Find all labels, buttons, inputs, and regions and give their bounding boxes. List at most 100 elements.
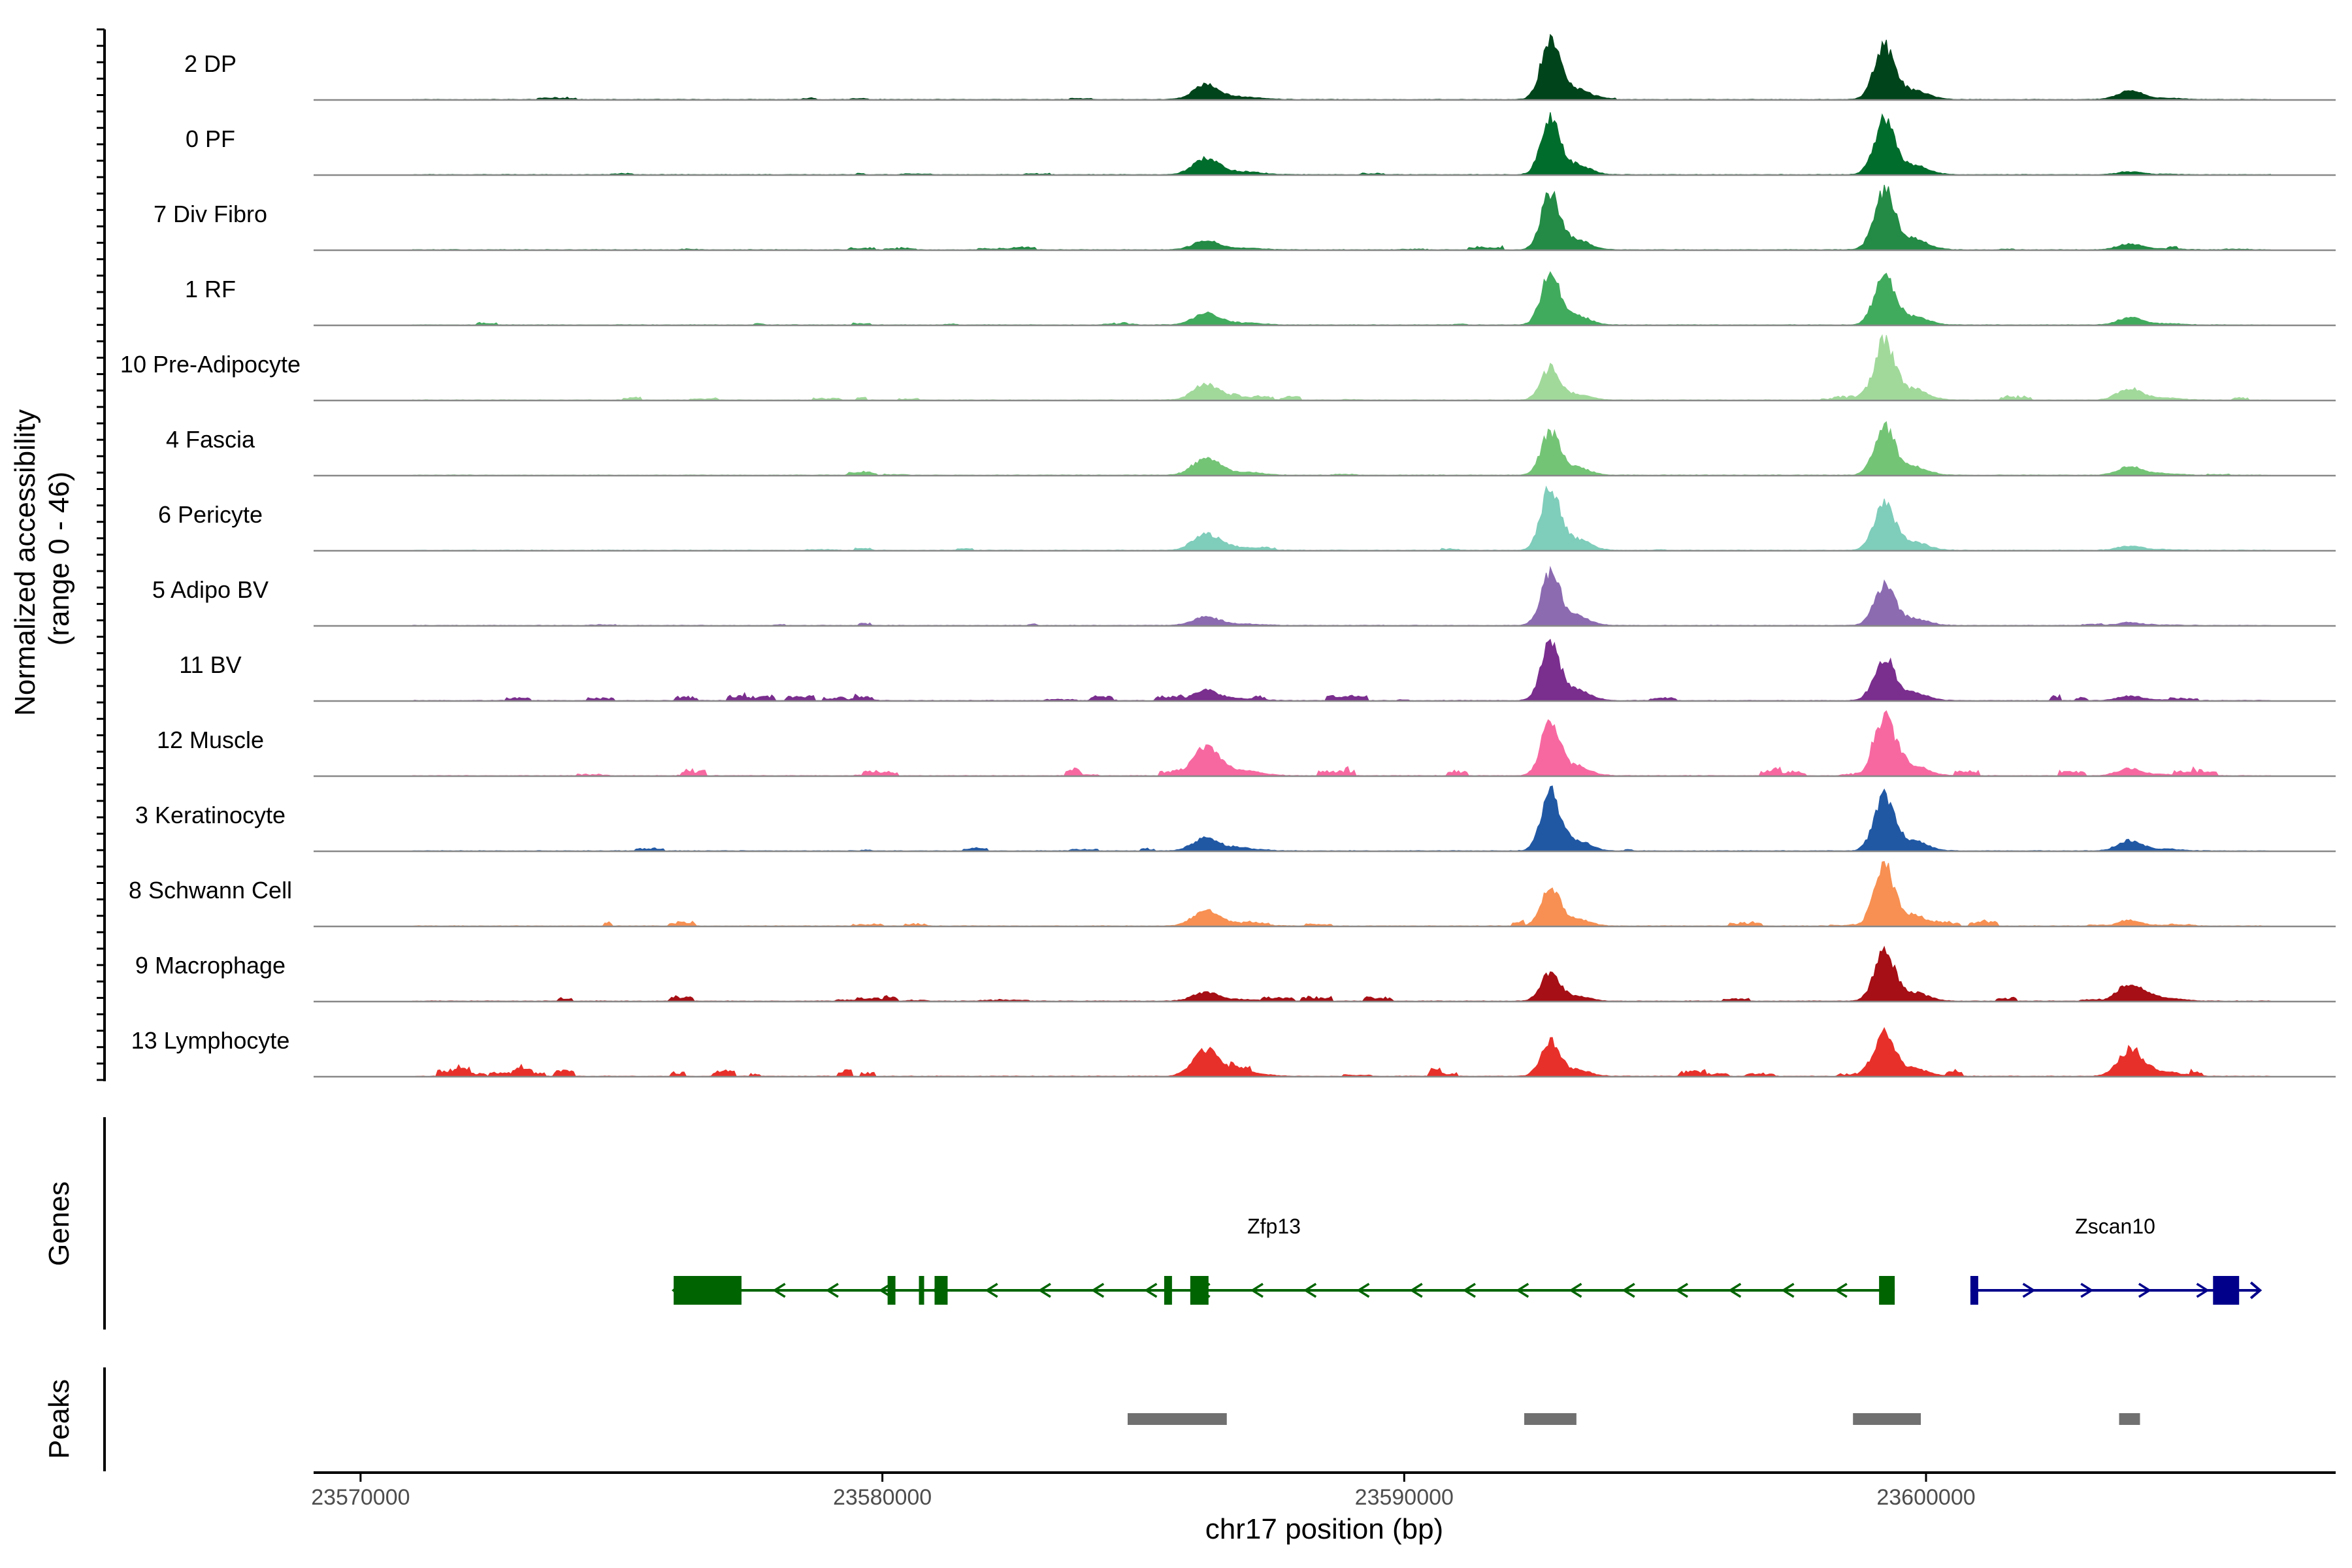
genes-panel: Genes Zfp13 Zscan10: [43, 1117, 2262, 1330]
gene-strand-arrow: [1515, 1282, 1529, 1298]
exon: [2213, 1276, 2240, 1305]
accessibility-tracks: 2 DP 0 PF 7 Div Fibro 1 RF 10 Pre-Adipocyte 4…: [120, 33, 2336, 1078]
exon: [934, 1276, 948, 1305]
gene-strand-arrow: [2022, 1282, 2036, 1298]
track-6-pericyte: 6 Pericyte: [158, 485, 2336, 552]
x-tick-label: 23600000: [1876, 1485, 1975, 1510]
track-12-muscle: 12 Muscle: [157, 710, 2336, 777]
x-tick-label: 23580000: [833, 1485, 932, 1510]
peak-bar: [1524, 1413, 1576, 1425]
track-area: [412, 184, 2271, 251]
track-2-dp: 2 DP: [184, 33, 2336, 101]
track-label: 2 DP: [184, 50, 237, 77]
y-axis-ticks: [97, 28, 105, 1081]
gene-zscan10: Zscan10: [1970, 1215, 2262, 1305]
peaks-panel-label: Peaks: [43, 1379, 75, 1459]
track-label: 5 Adipo BV: [152, 576, 269, 603]
track-7-div-fibro: 7 Div Fibro: [154, 184, 2336, 252]
track-0-pf: 0 PF: [186, 112, 2336, 176]
x-tick-label: 23590000: [1355, 1485, 1454, 1510]
track-10-pre-adipocyte: 10 Pre-Adipocyte: [120, 334, 2336, 402]
x-tick-label: 23570000: [311, 1485, 410, 1510]
track-label: 8 Schwann Cell: [129, 877, 292, 904]
gene-strand-arrow: [1090, 1282, 1105, 1298]
gene-strand-arrow: [1303, 1282, 1317, 1298]
gene-strand-arrow: [772, 1282, 786, 1298]
track-4-fascia: 4 Fascia: [166, 421, 2336, 477]
track-label: 1 RF: [185, 276, 236, 302]
track-label: 4 Fascia: [166, 426, 255, 453]
y-axis-label-line2: (range 0 - 46): [43, 472, 75, 646]
track-area: [412, 785, 2271, 852]
y-axis-label-line1: Normalized accessibility: [9, 409, 41, 715]
track-area: [412, 334, 2271, 401]
peaks-panel: Peaks: [43, 1367, 2140, 1471]
gene-strand-arrow: [1569, 1282, 1582, 1298]
exon: [1190, 1276, 1209, 1305]
gene-strand-arrow: [1144, 1282, 1158, 1298]
track-area: [412, 710, 2271, 777]
track-13-lymphocyte: 13 Lymphocyte: [131, 1026, 2336, 1078]
y-axis: [97, 28, 106, 1081]
track-area: [412, 421, 2271, 476]
exon: [674, 1276, 742, 1305]
track-5-adipo-bv: 5 Adipo BV: [152, 565, 2336, 627]
track-label: 9 Macrophage: [135, 952, 286, 979]
peak-bar: [2119, 1413, 2140, 1425]
gene-strand-arrow: [1674, 1282, 1688, 1298]
exon: [1164, 1276, 1172, 1305]
gene-end-arrow: [2249, 1281, 2262, 1299]
track-3-keratinocyte: 3 Keratinocyte: [135, 785, 2336, 853]
track-area: [412, 270, 2271, 326]
gene-strand-arrow: [1781, 1282, 1795, 1298]
x-axis: 23570000 23580000 23590000 23600000 chr17 p…: [311, 1471, 2336, 1545]
peak-bars: [1127, 1413, 2140, 1425]
track-label: 13 Lymphocyte: [131, 1027, 290, 1054]
gene-strand-arrow: [2196, 1282, 2210, 1298]
track-11-bv: 11 BV: [179, 638, 2336, 702]
track-area: [412, 565, 2271, 627]
gene-strand-arrow: [1834, 1282, 1848, 1298]
track-8-schwann-cell: 8 Schwann Cell: [129, 860, 2336, 928]
track-label: 7 Div Fibro: [154, 201, 267, 227]
track-area: [412, 945, 2271, 1002]
exon: [1879, 1276, 1895, 1305]
exon: [887, 1276, 896, 1305]
gene-strand-arrow: [825, 1282, 839, 1298]
x-axis-label: chr17 position (bp): [1205, 1513, 1443, 1545]
track-area: [412, 485, 2271, 551]
track-area: [412, 1026, 2271, 1077]
gene-strand-arrow: [1037, 1282, 1051, 1298]
track-label: 6 Pericyte: [158, 501, 263, 528]
track-1-rf: 1 RF: [185, 270, 2336, 327]
exon: [919, 1276, 924, 1305]
exon: [1970, 1276, 1978, 1305]
gene-label: Zscan10: [2075, 1215, 2155, 1238]
gene-strand-arrow: [1622, 1282, 1635, 1298]
gene-strand-arrow: [1728, 1282, 1742, 1298]
track-area: [412, 33, 2271, 101]
gene-strand-arrow: [1250, 1282, 1264, 1298]
track-label: 11 BV: [179, 651, 241, 678]
gene-strand-arrow: [2080, 1282, 2094, 1298]
track-area: [412, 638, 2271, 702]
track-9-macrophage: 9 Macrophage: [135, 945, 2336, 1003]
gene-zfp13: Zfp13: [672, 1215, 1895, 1305]
x-axis-ticks: 23570000 23580000 23590000 23600000: [311, 1473, 1976, 1510]
track-label: 10 Pre-Adipocyte: [120, 351, 301, 378]
gene-models: Zfp13 Zscan10: [672, 1215, 2262, 1305]
track-label: 3 Keratinocyte: [135, 802, 286, 828]
gene-label: Zfp13: [1247, 1215, 1301, 1238]
gene-strand-arrow: [1409, 1282, 1423, 1298]
gene-strand-arrow: [985, 1282, 998, 1298]
gene-strand-arrow: [2138, 1282, 2152, 1298]
gene-strand-arrow: [1462, 1282, 1476, 1298]
y-axis-label: Normalized accessibility (range 0 - 46): [9, 401, 75, 716]
track-label: 12 Muscle: [157, 727, 264, 753]
peak-bar: [1853, 1413, 1921, 1425]
track-label: 0 PF: [186, 125, 235, 152]
genes-panel-label: Genes: [43, 1181, 75, 1266]
track-area: [412, 860, 2271, 927]
peak-bar: [1127, 1413, 1227, 1425]
